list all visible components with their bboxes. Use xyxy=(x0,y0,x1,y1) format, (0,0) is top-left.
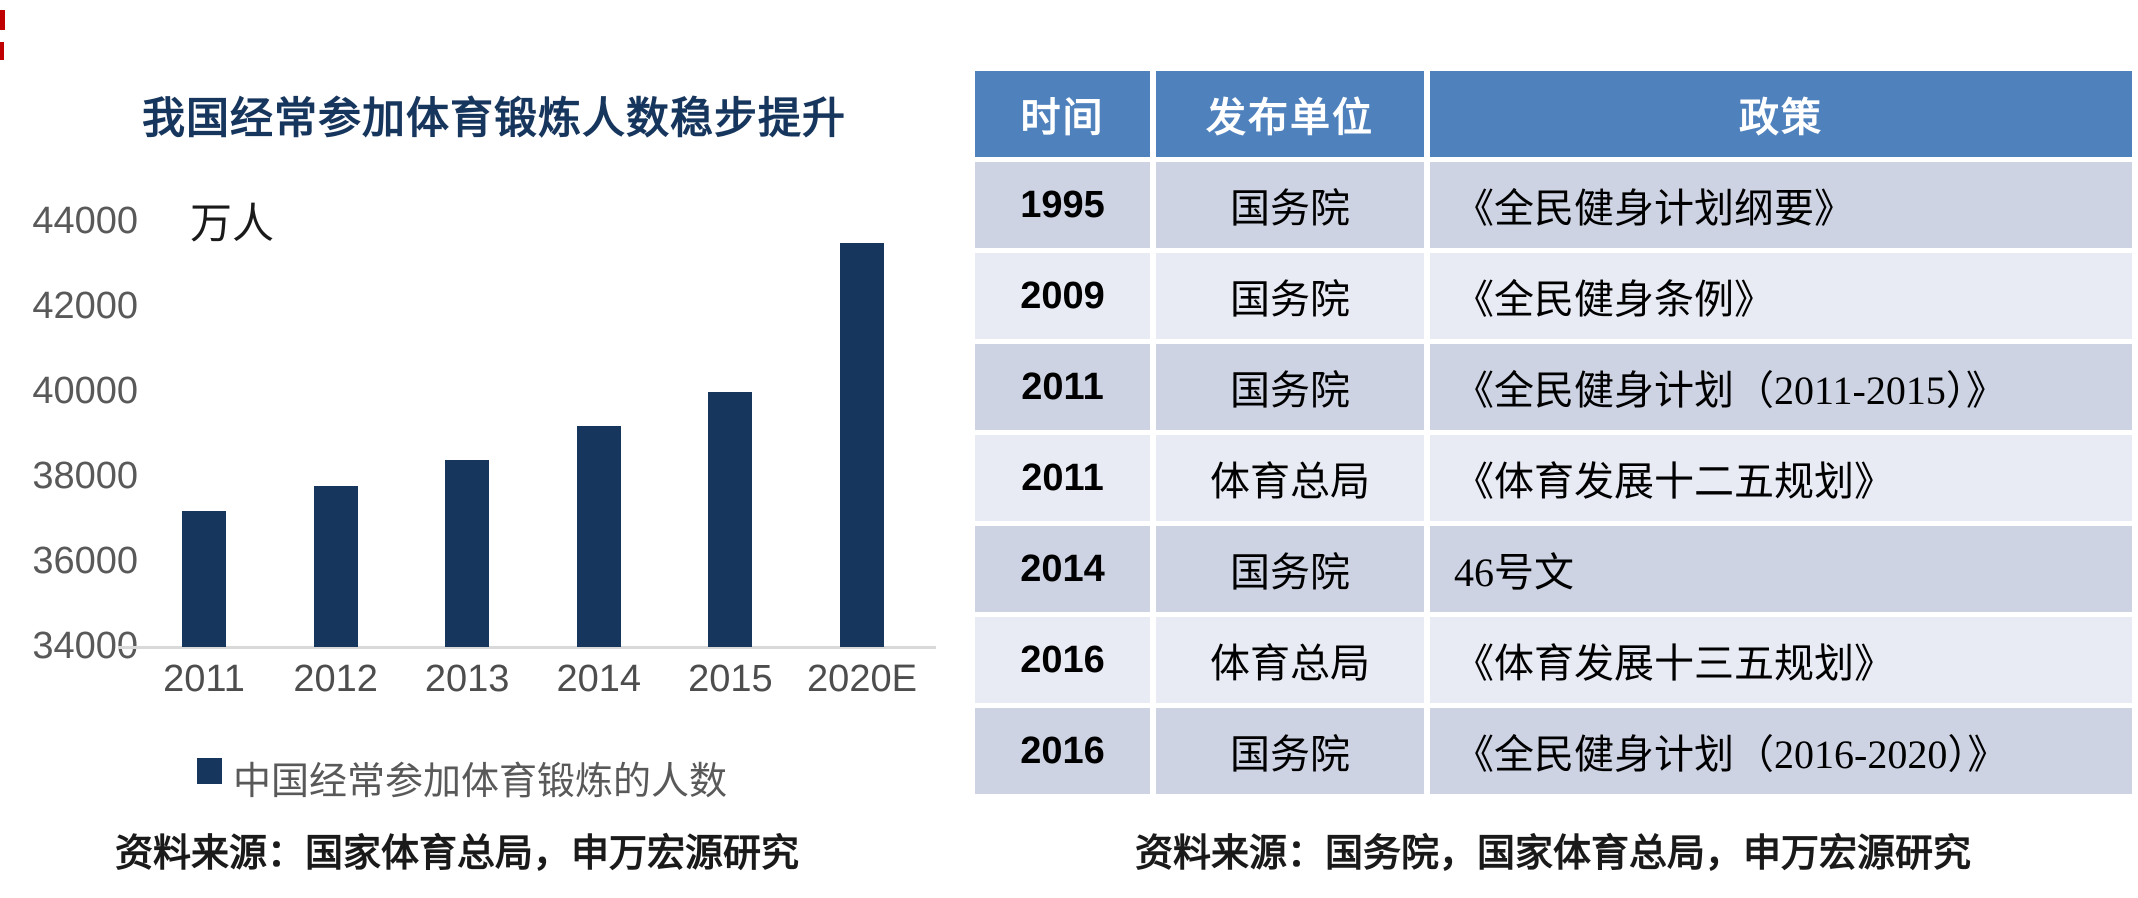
table-row: 2009 国务院 《全民健身条例》 xyxy=(975,253,2132,339)
table-body: 1995 国务院 《全民健身计划纲要》 2009 国务院 《全民健身条例》 2011 国务院《… xyxy=(975,162,2132,794)
y-tick-label: 40000 xyxy=(32,370,138,412)
table-row: 2011 国务院 《全民健身计划（2011-2015）》 xyxy=(975,344,2132,430)
x-axis-line xyxy=(118,646,936,649)
bar-2014 xyxy=(576,426,621,647)
x-tick-label: 2012 xyxy=(293,658,378,700)
table-row: 2011 体育总局 《体育发展十二五规划》 xyxy=(975,435,2132,521)
table-header-time: 时间 xyxy=(975,71,1150,157)
table-header-row: 时间 发布单位 政策 xyxy=(975,71,2132,157)
legend-label: 中国经常参加体育锻炼的人数 xyxy=(233,761,728,803)
cell-issuer: 国务院 xyxy=(1156,253,1424,339)
cell-time: 2016 xyxy=(975,617,1150,703)
cell-time: 2016 xyxy=(975,708,1150,794)
bar-2013 xyxy=(445,460,490,647)
cell-time: 2014 xyxy=(975,526,1150,612)
policy-table: 时间 发布单位 政策 1995 国务院 《全民健身计划纲要》 2009 国务院 《全民健身… xyxy=(975,71,2132,794)
red-edge-mark xyxy=(0,42,4,60)
x-tick-label: 2020E xyxy=(807,658,917,700)
cell-time: 1995 xyxy=(975,162,1150,248)
cell-issuer: 体育总局 xyxy=(1156,435,1424,521)
y-tick-label: 36000 xyxy=(32,540,138,582)
y-tick-label: 42000 xyxy=(32,285,138,327)
cell-policy: 《体育发展十三五规划》 xyxy=(1430,617,2132,703)
table-row: 2016 国务院 《全民健身计划（2016-2020）》 xyxy=(975,708,2132,794)
table-row: 2016 体育总局 《体育发展十三五规划》 xyxy=(975,617,2132,703)
bar-2012 xyxy=(313,485,358,647)
x-tick-label: 2011 xyxy=(163,658,245,700)
cell-policy: 《全民健身计划（2016-2020）》 xyxy=(1430,708,2132,794)
cell-issuer: 国务院 xyxy=(1156,708,1424,794)
cell-issuer: 体育总局 xyxy=(1156,617,1424,703)
cell-issuer: 国务院 xyxy=(1156,526,1424,612)
table-header-issuer: 发布单位 xyxy=(1156,71,1424,157)
cell-time: 2011 xyxy=(975,344,1150,430)
x-tick-label: 2013 xyxy=(424,658,510,700)
cell-time: 2011 xyxy=(975,435,1150,521)
bar-2015 xyxy=(708,392,753,647)
y-tick-label: 44000 xyxy=(32,200,138,242)
cell-policy: 《全民健身计划纲要》 xyxy=(1430,162,2132,248)
chart-source-note: 资料来源：国家体育总局，申万宏源研究 xyxy=(115,833,800,875)
chart-title: 我国经常参加体育锻炼人数稳步提升 xyxy=(142,95,846,143)
legend-swatch-icon xyxy=(197,758,222,784)
bar-plot-area xyxy=(150,222,935,647)
red-edge-mark xyxy=(0,10,5,30)
y-tick-label: 38000 xyxy=(32,455,138,497)
cell-policy: 《全民健身计划（2011-2015）》 xyxy=(1430,344,2132,430)
x-tick-label: 2015 xyxy=(688,658,773,700)
bar-2020E xyxy=(840,243,884,647)
table-header-policy: 政策 xyxy=(1430,71,2132,157)
x-tick-label: 2014 xyxy=(556,658,642,700)
cell-issuer: 国务院 xyxy=(1156,162,1424,248)
cell-issuer: 国务院 xyxy=(1156,344,1424,430)
cell-policy: 46号文 xyxy=(1430,526,2132,612)
cell-time: 2009 xyxy=(975,253,1150,339)
y-axis-unit-label: 万人 xyxy=(190,202,275,248)
table-source-note: 资料来源：国务院，国家体育总局，申万宏源研究 xyxy=(1135,833,1972,875)
bar-2011 xyxy=(182,511,226,647)
table-row: 2014 国务院 46号文 xyxy=(975,526,2132,612)
table-row: 1995 国务院 《全民健身计划纲要》 xyxy=(975,162,2132,248)
cell-policy: 《全民健身条例》 xyxy=(1430,253,2132,339)
cell-policy: 《体育发展十二五规划》 xyxy=(1430,435,2132,521)
